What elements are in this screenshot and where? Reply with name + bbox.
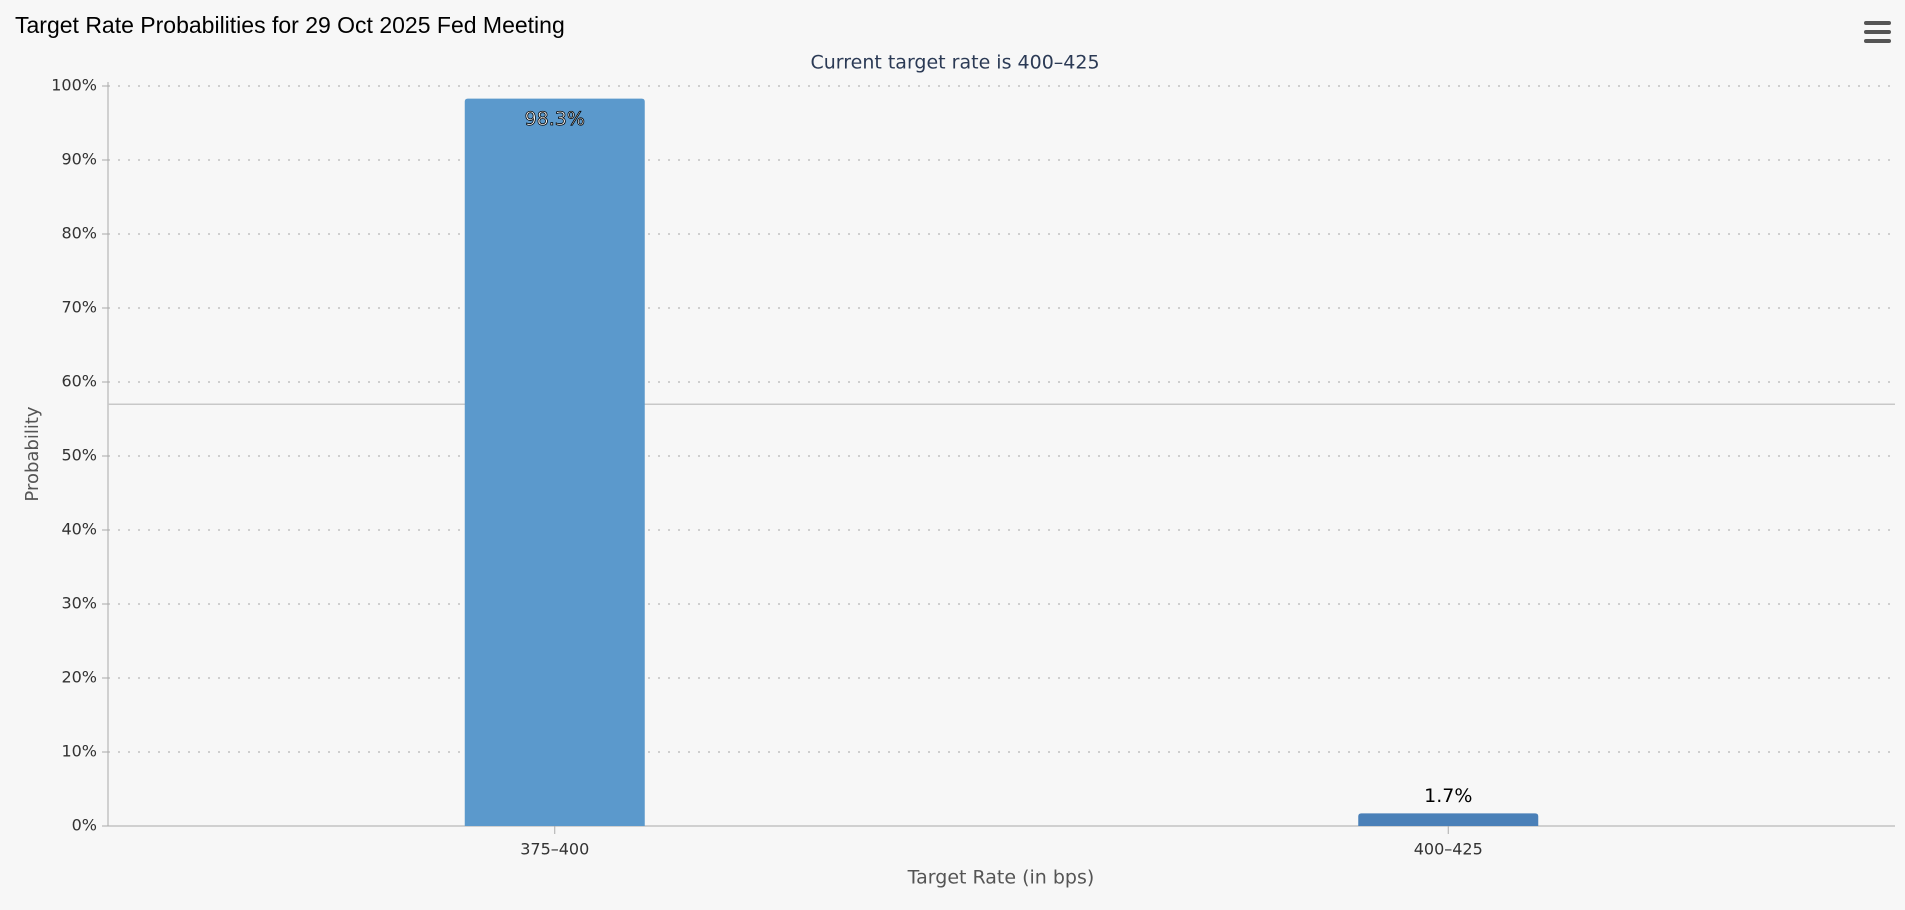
menu-button[interactable] xyxy=(1864,21,1891,43)
bar xyxy=(1358,813,1539,826)
y-tick-label: 100% xyxy=(51,76,97,95)
menu-bar xyxy=(1864,21,1891,25)
value-label: 1.7% xyxy=(1424,785,1472,807)
chart-title: Target Rate Probabilities for 29 Oct 202… xyxy=(15,12,565,38)
y-tick-label: 50% xyxy=(61,446,97,465)
chart-subtitle: Current target rate is 400–425 xyxy=(810,52,1099,74)
y-tick-label: 70% xyxy=(61,298,97,317)
menu-bar xyxy=(1864,39,1891,43)
y-tick-label: 80% xyxy=(61,224,97,243)
y-tick-label: 0% xyxy=(72,816,97,835)
x-tick-label: 400–425 xyxy=(1414,840,1483,859)
x-axis-label: Target Rate (in bps) xyxy=(907,867,1095,889)
value-label: 98.3% xyxy=(525,108,585,130)
y-axis-label: Probability xyxy=(22,406,43,501)
y-tick-label: 60% xyxy=(61,372,97,391)
y-tick-label: 40% xyxy=(61,520,97,539)
y-tick-label: 20% xyxy=(61,668,97,687)
y-tick-label: 30% xyxy=(61,594,97,613)
y-tick-label: 90% xyxy=(61,150,97,169)
x-tick-label: 375–400 xyxy=(520,840,589,859)
menu-bar xyxy=(1864,30,1891,34)
y-tick-label: 10% xyxy=(61,742,97,761)
bar xyxy=(464,98,645,826)
